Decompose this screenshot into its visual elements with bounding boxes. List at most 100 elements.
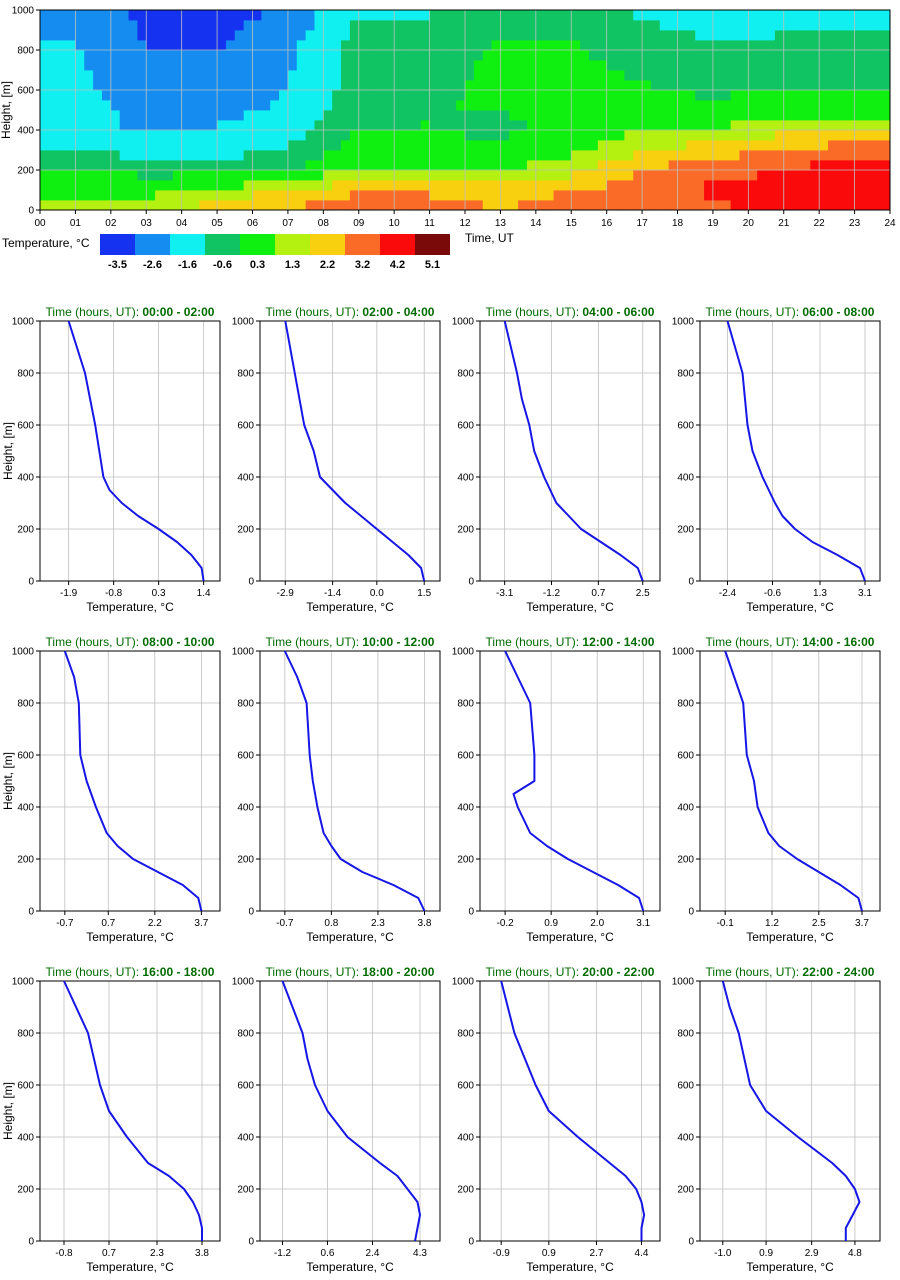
heatmap-cell [429,70,439,81]
heatmap-cell [712,190,723,201]
heatmap-cell [580,180,590,191]
heatmap-cell [367,110,377,121]
heatmap-cell [225,20,236,31]
heatmap-cell [721,190,732,201]
heatmap-cell [394,170,404,181]
heatmap-cell [243,110,253,121]
profile-frame [39,980,221,1242]
heatmap-cell [376,90,386,101]
profile-x-tick-label: -0.1 [717,918,735,929]
heatmap-cell [101,20,112,31]
heatmap-cell [208,140,218,151]
heatmap-cell [128,140,138,151]
heatmap-cell [500,100,510,111]
heatmap-cell [465,70,475,81]
heatmap-cell [314,50,324,61]
profile-x-axis-label: Temperature, °C [306,600,394,614]
heatmap-cell [659,90,670,101]
heatmap-cell [712,70,723,81]
profile-y-tick-label: 200 [237,525,254,536]
heatmap-cell [721,40,732,51]
heatmap-cell [48,140,59,151]
heatmap-cell [828,130,838,141]
profile-frame [479,980,661,1242]
heatmap-cell [323,10,333,21]
heatmap-cell [332,190,342,201]
heatmap-cell [93,110,103,121]
heatmap-cell [801,90,811,101]
heatmap-cell [562,180,572,191]
profile-x-tick-label: 1.5 [417,588,431,599]
heatmap-cell [279,130,289,141]
heatmap-cell [287,170,298,181]
heatmap-cell [93,10,103,21]
heatmap-cell [358,80,368,91]
profile-y-tick-label: 800 [237,369,254,380]
heatmap-cell [518,60,528,71]
heatmap-cell [509,170,519,181]
heatmap-cell [739,170,749,181]
profile-y-tick-label: 400 [17,803,34,814]
heatmap-cell [580,50,590,61]
heatmap-cell [234,100,245,111]
heatmap-cell [394,150,404,161]
heatmap-cell [279,190,289,201]
heatmap-cell [48,80,59,91]
heatmap-cell [571,120,581,131]
heatmap-cell [57,120,67,131]
heatmap-cell [199,30,209,41]
heatmap-cell [367,150,377,161]
profile-y-tick-label: 800 [237,699,254,710]
heatmap-cell [119,170,129,181]
heatmap-cell [411,90,422,101]
heatmap-cell [783,190,793,201]
heatmap-cell [323,150,333,161]
heatmap-cell [615,180,625,191]
heatmap-cell [819,10,829,21]
heatmap-cell [420,160,430,171]
heatmap-cell [287,180,298,191]
heatmap-cell [456,170,466,181]
heatmap-cell [606,150,616,161]
heatmap-cell [66,50,76,61]
heatmap-cell [792,30,802,41]
heatmap-cell [686,160,696,171]
heatmap-cell [110,180,121,191]
heatmap-cell [526,160,537,171]
heatmap-cell [84,40,94,51]
heatmap-cell [588,200,599,211]
heatmap-cell [535,150,546,161]
heatmap-cell [509,70,519,81]
heatmap-cell [181,70,191,81]
heatmap-cell [48,200,59,211]
heatmap-cell [650,140,661,151]
heatmap-cell [199,50,209,61]
heatmap-cell [642,160,652,171]
heatmap-cell [739,140,749,151]
heatmap-x-tick-label: 03 [141,218,153,229]
heatmap-cell [101,130,112,141]
heatmap-cell [447,160,457,171]
profile-y-tick-label: 600 [677,421,694,432]
profile-x-tick-label: 2.2 [148,918,162,929]
profile-x-tick-label: 2.5 [636,588,650,599]
profile-y-tick-label: 400 [457,803,474,814]
heatmap-cell [562,30,572,41]
heatmap-cell [57,80,67,91]
heatmap-x-tick-label: 13 [495,218,507,229]
heatmap-cell [712,100,723,111]
heatmap-cell [535,40,546,51]
heatmap-cell [562,60,572,71]
heatmap-cell [509,20,519,31]
heatmap-cell [792,60,802,71]
heatmap-cell [110,40,121,51]
heatmap-cell [748,50,758,61]
heatmap-cell [358,70,368,81]
heatmap-cell [535,80,546,91]
heatmap-cell [783,180,793,191]
heatmap-cell [526,80,537,91]
heatmap-cell [456,50,466,61]
heatmap-cell [66,200,76,211]
heatmap-cell [500,10,510,21]
heatmap-cell [190,190,200,201]
